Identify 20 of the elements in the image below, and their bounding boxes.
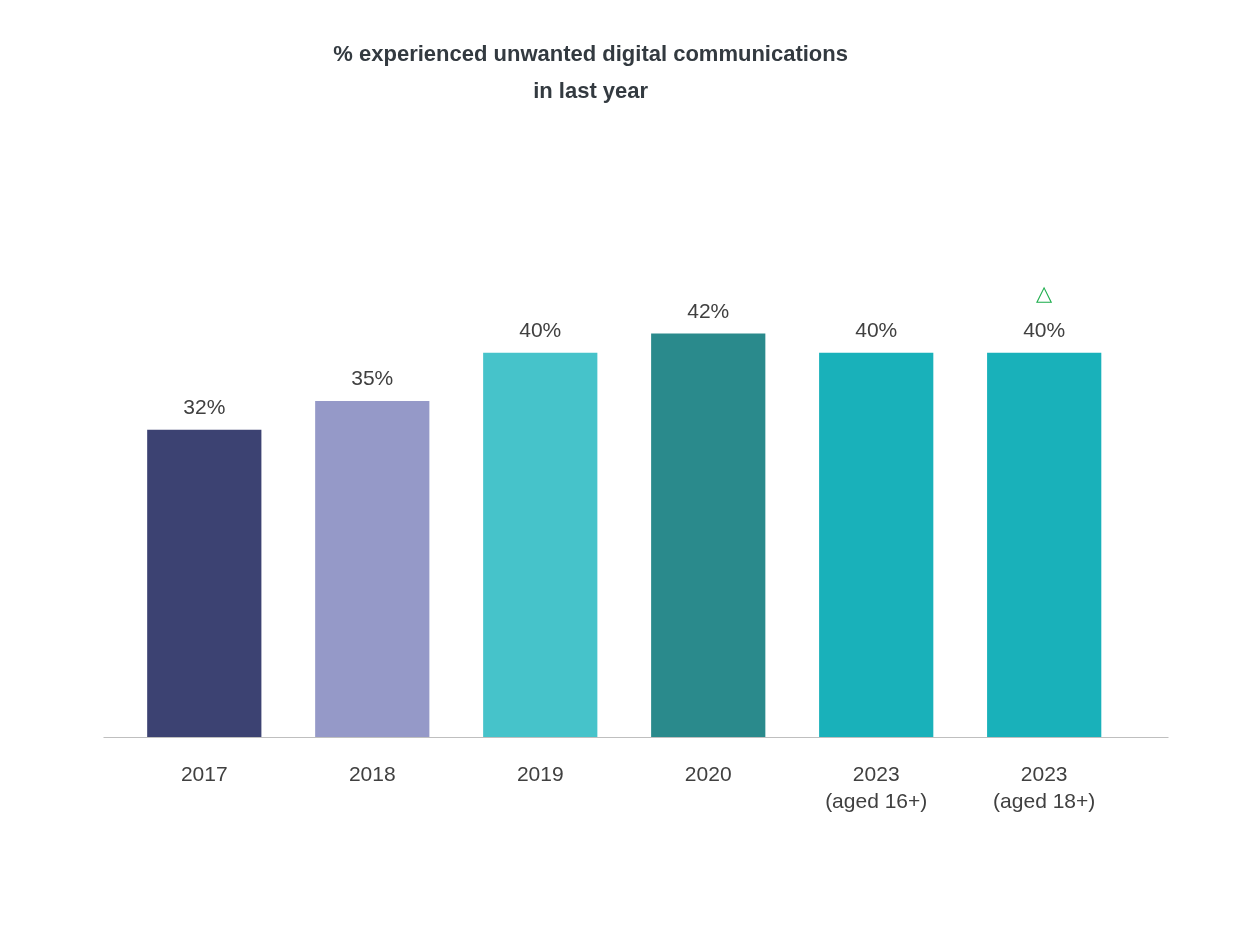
- chart-title: % experienced unwanted digital communications in last year: [333, 40, 848, 103]
- bar: [147, 429, 262, 738]
- bar: [315, 400, 430, 738]
- bar: [819, 352, 934, 738]
- data-label: 35%: [351, 365, 394, 389]
- x-tick-label: 2023 (aged 18+): [993, 761, 1096, 813]
- x-tick-label: 2019: [516, 761, 564, 785]
- x-tick-label: 2020: [684, 761, 732, 785]
- data-label: 40%: [1023, 317, 1066, 341]
- bar: [987, 352, 1102, 738]
- annotation: △: [1036, 280, 1054, 305]
- x-tick-label: 2018: [348, 761, 396, 785]
- data-label: 40%: [855, 317, 898, 341]
- data-label: 32%: [183, 394, 226, 418]
- data-label: 40%: [519, 317, 562, 341]
- x-tick-label: 2017: [180, 761, 228, 785]
- x-tick-label: 2023 (aged 16+): [825, 761, 928, 813]
- bar: [483, 352, 598, 738]
- data-label: 42%: [687, 298, 730, 322]
- bar: [651, 333, 766, 738]
